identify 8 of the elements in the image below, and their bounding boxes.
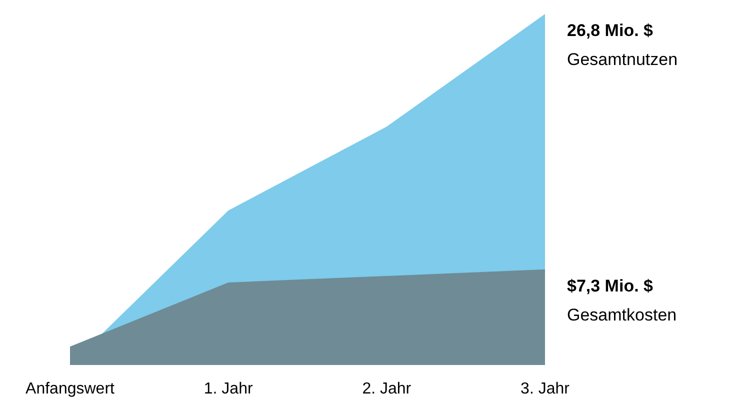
data-label: $7,3 Mio. $ [567, 276, 654, 296]
series-label: Gesamtkosten [567, 305, 677, 324]
data-label: 26,8 Mio. $ [567, 21, 654, 40]
x-tick-label: 1. Jahr [204, 380, 254, 398]
x-tick-label: 3. Jahr [520, 380, 570, 398]
series-label: Gesamtnutzen [567, 50, 678, 69]
x-tick-label: 2. Jahr [362, 380, 412, 398]
x-tick-label: Anfangswert [26, 380, 116, 398]
